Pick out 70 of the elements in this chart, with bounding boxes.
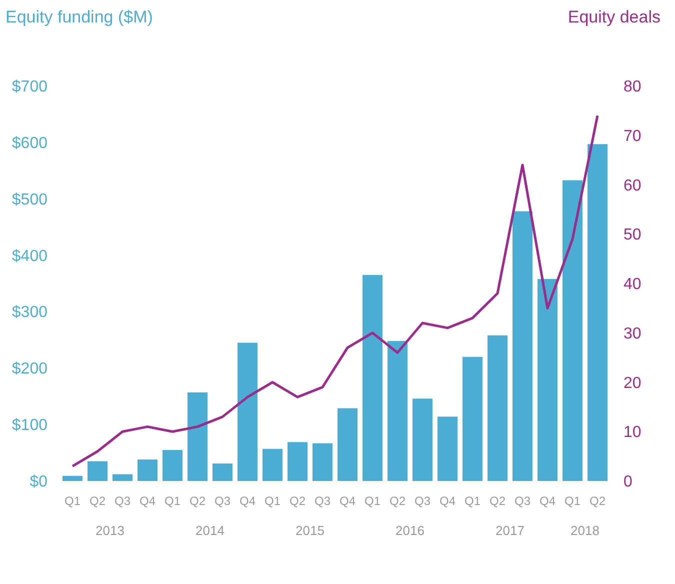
y2-tick-label: 40	[624, 276, 642, 293]
bar	[588, 144, 608, 481]
x-tick-label: Q3	[514, 494, 531, 508]
y2-tick-label: 10	[624, 424, 642, 442]
y2-tick-label: 20	[624, 374, 642, 392]
x-tick-label: Q1	[64, 494, 81, 508]
bar	[362, 275, 382, 481]
x-tick-label: Q2	[89, 494, 106, 508]
bar	[138, 460, 158, 481]
x-tick-label: Q1	[364, 494, 381, 508]
text: 2017	[496, 523, 524, 538]
x-tick-label: Q2	[189, 494, 206, 508]
y2-tick-label: 80	[624, 78, 642, 96]
y-tick-label: $300	[12, 304, 48, 322]
bar	[312, 443, 332, 481]
bar	[62, 476, 82, 481]
x-tick-label: Q1	[164, 494, 181, 508]
x-tick-label: Q4	[439, 494, 456, 508]
bar	[262, 448, 282, 481]
bar	[188, 392, 208, 481]
bar	[212, 464, 232, 481]
y-tick-label: $100	[12, 417, 48, 434]
bar	[338, 408, 358, 481]
bar	[238, 342, 258, 481]
y-tick-label: $0	[30, 474, 48, 490]
x-tick-label: Q3	[414, 494, 431, 508]
bar	[112, 474, 132, 481]
y-tick-label: $600	[12, 134, 48, 152]
x-tick-label: Q3	[114, 494, 131, 508]
bar	[538, 278, 558, 481]
x-tick-label: Q4	[139, 494, 156, 508]
line-series	[71, 114, 599, 468]
y-tick-label: $700	[12, 78, 48, 96]
y2-tick-label: 70	[624, 128, 642, 145]
x-tick-label: Q3	[214, 494, 231, 508]
bar	[438, 416, 458, 481]
x-tick-label: Q2	[389, 494, 406, 508]
bar	[412, 398, 432, 481]
bar	[388, 341, 408, 481]
y2-axis-title: Equity deals	[568, 8, 660, 26]
y2-tick-label: 30	[624, 325, 642, 342]
y-tick-label: $400	[12, 248, 48, 265]
y2-tick-label: 60	[624, 177, 642, 194]
text: 2013	[96, 523, 124, 538]
text: 2014	[196, 523, 224, 538]
bar	[462, 356, 482, 481]
text: 2018	[570, 523, 600, 538]
x-tick-label: Q2	[489, 494, 506, 508]
x-tick-label: Q1	[464, 494, 481, 508]
bar	[562, 180, 582, 481]
x-tick-label: Q4	[339, 494, 356, 508]
x-tick-label: Q4	[239, 494, 256, 508]
x-tick-label: Q2	[589, 494, 606, 508]
x-tick-label: Q4	[539, 494, 556, 508]
x-tick-label: Q2	[289, 494, 306, 508]
bar	[488, 335, 508, 481]
y2-tick-label: 50	[624, 226, 642, 244]
bar	[88, 461, 108, 481]
text: 2015	[296, 523, 324, 538]
bar	[162, 450, 182, 481]
bar	[512, 211, 532, 481]
y-axis-title: Equity funding ($M)	[6, 8, 153, 26]
text: 2016	[396, 523, 424, 538]
y-tick-label: $200	[12, 360, 48, 378]
x-tick-label: Q3	[314, 494, 331, 508]
bar	[288, 442, 308, 481]
x-tick-label: Q1	[564, 494, 581, 508]
y2-tick-label: 0	[624, 474, 632, 490]
y-tick-label: $500	[12, 191, 48, 208]
x-tick-label: Q1	[264, 494, 281, 508]
